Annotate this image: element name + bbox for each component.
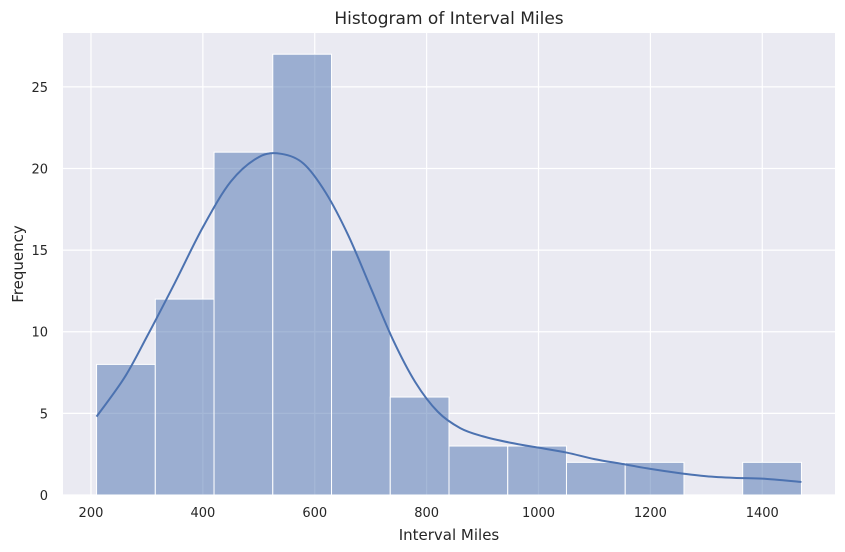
chart-title: Histogram of Interval Miles <box>334 9 563 29</box>
kde-curve <box>95 152 802 483</box>
y-tick-labels: 0 5 10 15 20 25 <box>31 81 48 504</box>
x-axis-label: Interval Miles <box>399 526 500 544</box>
y-tick-label: 20 <box>31 162 48 177</box>
histogram-bar <box>507 445 567 496</box>
x-tick-label: 200 <box>79 506 104 521</box>
x-tick-label: 400 <box>190 506 215 521</box>
x-tick-label: 800 <box>414 506 439 521</box>
histogram-bar <box>154 298 215 496</box>
histogram-bars <box>96 53 802 496</box>
histogram-bar <box>448 445 509 496</box>
x-tick-label: 1200 <box>634 506 667 521</box>
y-tick-label: 0 <box>40 489 48 504</box>
x-tick-label: 1000 <box>522 506 555 521</box>
x-tick-label: 1400 <box>746 506 779 521</box>
histogram-bar <box>565 461 626 496</box>
y-tick-label: 10 <box>31 326 48 341</box>
x-tick-labels: 200 400 600 800 1000 1200 1400 <box>79 506 779 521</box>
histogram-bar <box>213 151 274 496</box>
y-axis-label: Frequency <box>9 225 27 303</box>
x-tick-label: 600 <box>302 506 327 521</box>
y-tick-label: 5 <box>40 407 48 422</box>
y-tick-label: 25 <box>31 81 48 96</box>
histogram-bar <box>331 249 391 496</box>
histogram-bar <box>389 396 450 496</box>
histogram-bar <box>272 53 333 496</box>
histogram-bar <box>624 461 685 496</box>
histogram-bar <box>96 363 156 496</box>
y-tick-label: 15 <box>31 244 48 259</box>
